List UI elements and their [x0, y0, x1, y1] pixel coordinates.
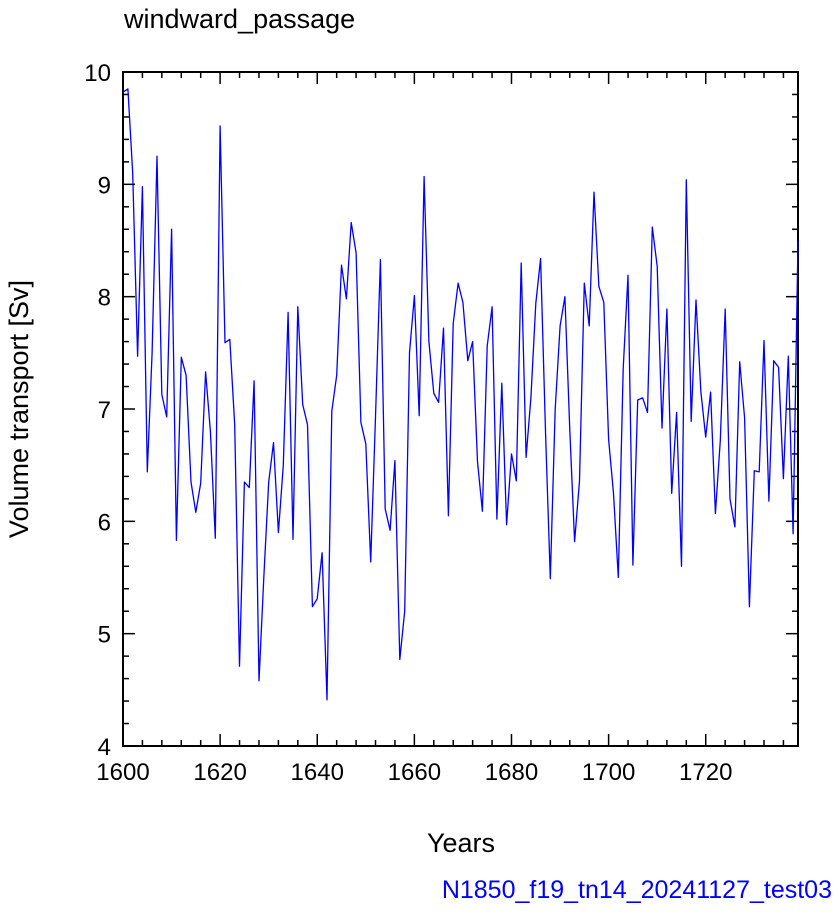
axis-ticks	[122, 71, 798, 747]
plot-frame	[122, 71, 799, 747]
run-id-label: N1850_f19_tn14_20241127_test03	[442, 876, 832, 904]
series-line	[122, 88, 799, 701]
x-tick-label: 1620	[193, 759, 246, 786]
y-tick-label: 5	[98, 622, 111, 649]
y-tick-label: 10	[84, 60, 111, 87]
x-tick-label: 1600	[96, 759, 149, 786]
x-tick-label: 1640	[291, 759, 344, 786]
tick-labels: 1600 1620 1640 1660 1680 1700 1720 4 5 6 7 8 9 10	[84, 60, 732, 786]
y-tick-label: 8	[98, 285, 111, 312]
y-tick-label: 9	[98, 172, 111, 199]
chart-title: windward_passage	[123, 4, 355, 34]
plot-border	[122, 71, 799, 747]
y-axis-label: Volume transport [Sv]	[4, 280, 34, 538]
x-tick-label: 1720	[679, 759, 732, 786]
x-tick-label: 1660	[388, 759, 441, 786]
x-tick-label: 1700	[582, 759, 635, 786]
x-axis-label: Years	[427, 828, 495, 858]
y-tick-label: 7	[98, 397, 111, 424]
y-tick-label: 6	[98, 509, 111, 536]
y-tick-label: 4	[98, 734, 111, 761]
x-tick-label: 1680	[485, 759, 538, 786]
